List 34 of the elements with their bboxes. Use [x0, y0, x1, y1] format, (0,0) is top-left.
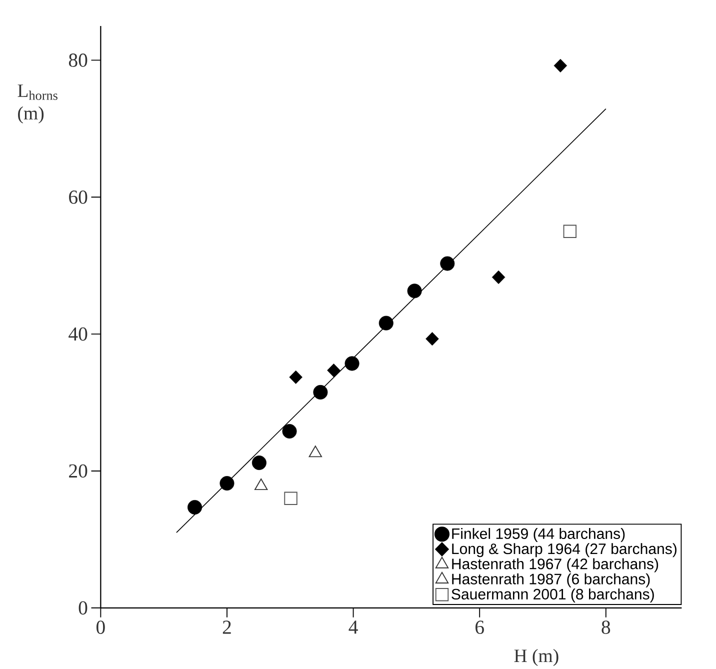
point — [407, 284, 422, 298]
point — [308, 446, 322, 458]
y-tick-label: 40 — [68, 327, 88, 341]
legend-label: Finkel 1959 (44 barchans) — [452, 528, 625, 542]
x-tick-label: 0 — [96, 620, 105, 634]
y-tick-label: 60 — [69, 190, 88, 204]
y-tick-label: 80 — [68, 53, 88, 67]
point — [327, 363, 340, 378]
legend-label: Sauermann 2001 (8 barchans) — [452, 588, 654, 602]
point — [188, 500, 202, 514]
y-tick-label: 0 — [78, 601, 88, 614]
point — [563, 224, 577, 238]
point — [313, 384, 328, 400]
point — [344, 356, 360, 371]
point — [252, 455, 266, 470]
point — [378, 316, 394, 330]
y-axis-title: L$_{horns}$ (m) — [18, 84, 58, 124]
x-tick-label: 6 — [476, 620, 484, 634]
point — [492, 270, 506, 284]
x-tick-label: 4 — [348, 620, 358, 634]
point — [289, 370, 302, 384]
point — [220, 476, 234, 491]
point — [426, 332, 439, 346]
y-tick-label: 20 — [69, 464, 88, 478]
point — [282, 424, 297, 438]
legend-label: Long & Sharp 1964 (27 barchans) — [452, 543, 676, 558]
x-tick-label: 2 — [222, 620, 231, 634]
x-axis-title: H (m) — [514, 648, 558, 666]
point — [440, 256, 455, 271]
point — [284, 492, 298, 505]
point — [554, 58, 568, 72]
legend-label: Hastenrath 1987 (6 barchans) — [452, 573, 650, 588]
legend-label: Hastenrath 1967 (42 barchans) — [452, 558, 658, 572]
x-tick-label: 8 — [602, 620, 610, 634]
